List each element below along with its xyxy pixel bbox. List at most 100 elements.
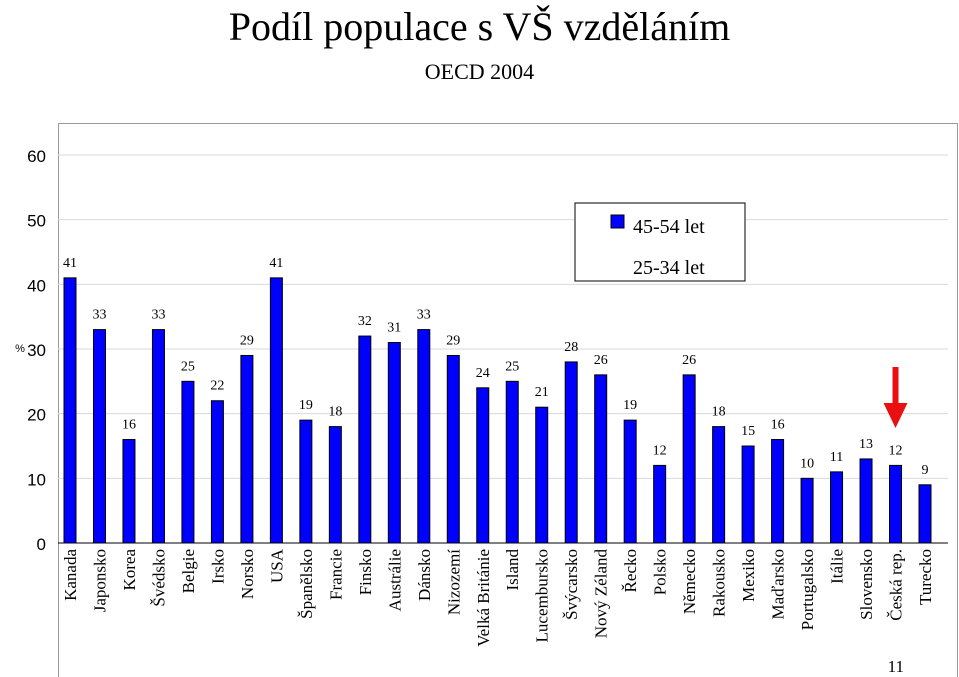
bar xyxy=(889,464,903,544)
category-label: Švédsko xyxy=(149,549,168,607)
data-label: 26 xyxy=(682,353,696,368)
category-label: Švýcarsko xyxy=(562,549,581,620)
category-label: Mexiko xyxy=(739,549,758,602)
highlight-arrow-shaft xyxy=(892,367,899,405)
bar xyxy=(446,354,460,544)
chart-title: Podíl populace s VŠ vzděláním xyxy=(228,4,731,49)
bar xyxy=(741,445,755,544)
bar xyxy=(387,342,401,544)
bar xyxy=(918,484,932,544)
data-label: 24 xyxy=(476,366,490,381)
category-label: Finsko xyxy=(356,549,375,595)
y-tick-label: 20 xyxy=(27,406,46,425)
data-label: 33 xyxy=(417,308,431,323)
category-label: Slovensko xyxy=(857,549,876,620)
bar xyxy=(712,426,726,544)
bar xyxy=(564,361,578,544)
category-label: Kanada xyxy=(61,549,80,601)
data-label: 21 xyxy=(535,385,549,400)
category-label: Itálie xyxy=(828,549,847,584)
data-label: 28 xyxy=(564,340,578,355)
bar xyxy=(830,471,844,544)
category-label: Island xyxy=(503,549,522,591)
data-label: 25 xyxy=(505,359,519,374)
bar xyxy=(505,380,519,544)
bar xyxy=(210,400,224,544)
category-label: Česká rep. xyxy=(887,549,906,621)
data-label: 19 xyxy=(623,398,637,413)
data-label: 15 xyxy=(741,424,755,439)
data-label: 11 xyxy=(830,450,843,465)
y-axis-label: % xyxy=(15,343,25,355)
page-number: 11 xyxy=(887,657,904,676)
bar xyxy=(417,329,431,544)
bar xyxy=(358,335,372,544)
data-label: 32 xyxy=(358,314,372,329)
legend-entry: 25-34 let xyxy=(633,257,705,279)
legend-box xyxy=(574,202,746,282)
data-label: 33 xyxy=(151,308,165,323)
bar xyxy=(299,419,313,544)
category-label: Španělsko xyxy=(297,549,316,619)
category-label: Lucembursko xyxy=(533,549,552,642)
data-label: 22 xyxy=(210,379,224,394)
bar xyxy=(653,464,667,544)
category-label: Nový Zéland xyxy=(592,549,611,639)
category-label: Polsko xyxy=(651,549,670,595)
bar xyxy=(328,426,342,544)
bar xyxy=(122,439,136,544)
y-tick-label: 30 xyxy=(27,341,46,360)
category-label: Portugalsko xyxy=(798,549,817,630)
category-label: Japonsko xyxy=(90,549,109,612)
data-label: 12 xyxy=(889,443,903,458)
bar xyxy=(535,406,549,544)
y-tick-label: 40 xyxy=(27,276,46,295)
bar xyxy=(859,458,873,544)
bar xyxy=(151,329,165,544)
category-label: Maďarsko xyxy=(769,549,788,619)
category-label: Řecko xyxy=(621,549,640,592)
bar xyxy=(269,277,283,544)
data-label: 12 xyxy=(653,443,667,458)
category-label: Turecko xyxy=(916,549,935,605)
category-label: Německo xyxy=(680,549,699,614)
bar xyxy=(92,329,106,544)
category-label: Dánsko xyxy=(415,549,434,601)
y-tick-label: 10 xyxy=(27,470,46,489)
data-label: 13 xyxy=(859,437,873,452)
data-label: 9 xyxy=(922,463,929,478)
data-label: 18 xyxy=(328,405,342,420)
chart-subtitle: OECD 2004 xyxy=(424,59,535,84)
category-label: Irsko xyxy=(208,549,227,584)
category-label: Francie xyxy=(326,549,345,600)
legend-swatch xyxy=(610,214,625,229)
data-label: 29 xyxy=(446,333,460,348)
bar xyxy=(594,374,608,544)
data-label: 18 xyxy=(712,405,726,420)
category-label: Austrálie xyxy=(385,549,404,611)
data-label: 16 xyxy=(122,418,136,433)
bar xyxy=(63,277,77,544)
data-label: 33 xyxy=(92,308,106,323)
plot-frame xyxy=(58,123,958,677)
data-label: 31 xyxy=(387,321,401,336)
data-label: 16 xyxy=(771,418,785,433)
category-label: Rakousko xyxy=(710,549,729,617)
data-label: 29 xyxy=(240,333,254,348)
data-label: 25 xyxy=(181,359,195,374)
y-tick-label: 50 xyxy=(27,212,46,231)
data-label: 19 xyxy=(299,398,313,413)
category-label: Korea xyxy=(120,549,139,591)
bar xyxy=(682,374,696,544)
bar xyxy=(771,439,785,544)
bar xyxy=(623,419,637,544)
y-tick-label: 60 xyxy=(27,147,46,166)
category-label: Belgie xyxy=(179,549,198,593)
category-label: USA xyxy=(267,548,286,583)
category-label: Norsko xyxy=(238,549,257,599)
legend-entry: 45-54 let xyxy=(633,216,705,238)
data-label: 26 xyxy=(594,353,608,368)
highlight-arrow-head xyxy=(883,403,908,428)
category-label: Velká Británie xyxy=(474,549,493,647)
